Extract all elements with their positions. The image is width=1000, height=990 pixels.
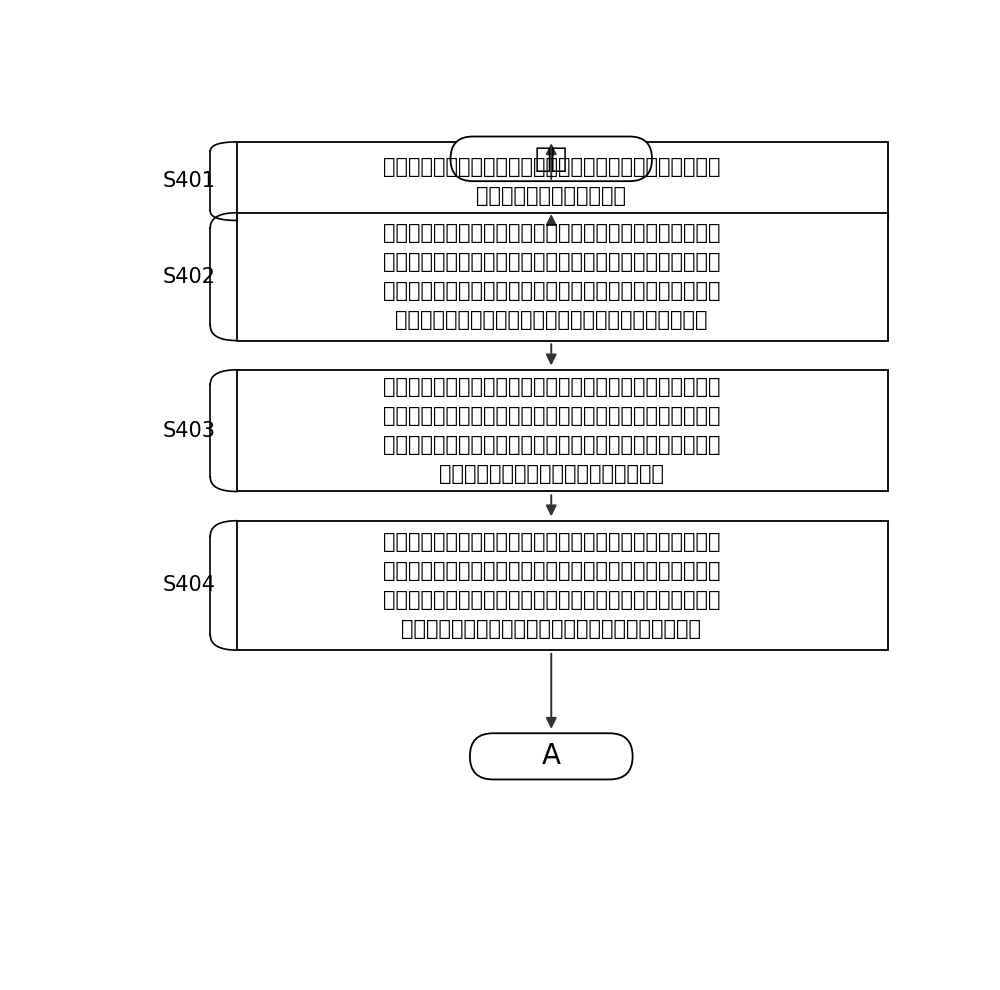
Text: 利用超短激光脉冲发生器产生超短激光脉冲，并将超短激光脉
冲输入至激光状态调整装置: 利用超短激光脉冲发生器产生超短激光脉冲，并将超短激光脉 冲输入至激光状态调整装置 — [382, 156, 720, 206]
Text: A: A — [542, 742, 561, 770]
Text: S404: S404 — [163, 575, 216, 595]
Bar — [237, 370, 888, 491]
Text: S401: S401 — [163, 171, 216, 191]
Text: 利用高斯激光脉冲生成装置调节第一激光束的功率，并准直第
一激光束以及调节第一激光束光斑的大小以达到所需求的第二
光斑直径值，然后将调节后的第一激光束进行延迟从而: 利用高斯激光脉冲生成装置调节第一激光束的功率，并准直第 一激光束以及调节第一激光… — [382, 377, 720, 484]
Text: 利用环形激光脉冲生成装置调节第二激光束的功率，并准直第
二激光束以及调节第二激光束的光斑大小以达到所需求的第三
光斑直径值，将调节后的第二激光束调整为环形激光脉: 利用环形激光脉冲生成装置调节第二激光束的功率，并准直第 二激光束以及调节第二激光… — [382, 533, 720, 639]
FancyBboxPatch shape — [470, 734, 633, 779]
Text: 开始: 开始 — [535, 145, 568, 173]
Bar — [237, 142, 888, 221]
FancyBboxPatch shape — [450, 137, 652, 181]
Text: S403: S403 — [163, 421, 216, 441]
Bar — [237, 213, 888, 341]
Bar — [237, 521, 888, 650]
Text: 利用激光状态调整装置调节超短激光脉冲发生器输入的超短激
光脉冲包含的光斑直径大小至所需求的第一光斑直径，并将调
节后的超短激光脉冲分束为第一激光束与第二激光束，: 利用激光状态调整装置调节超短激光脉冲发生器输入的超短激 光脉冲包含的光斑直径大小… — [382, 224, 720, 330]
Text: S402: S402 — [163, 266, 216, 287]
